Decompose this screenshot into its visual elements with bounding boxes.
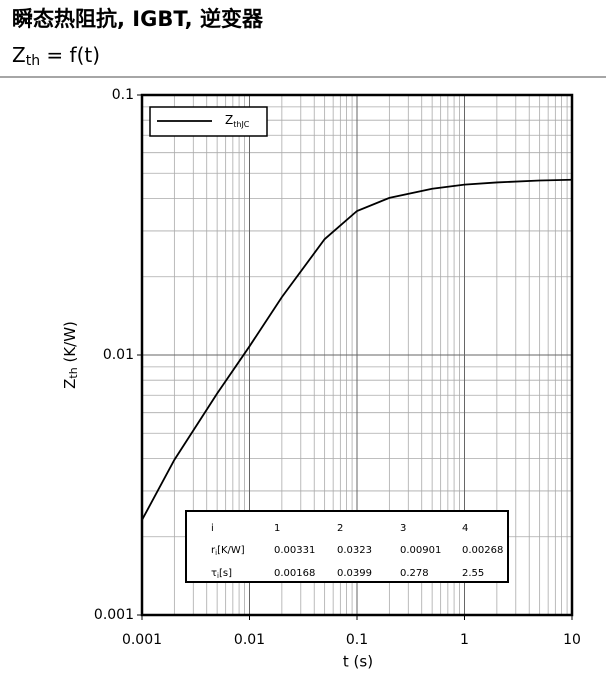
ylabel-main: Z [61, 379, 79, 389]
y-tick-label: 0.01 [103, 347, 134, 363]
table-header: 1 [274, 523, 280, 534]
table-cell: 2.55 [462, 568, 484, 579]
row-label-rest: [K/W] [217, 545, 245, 556]
y-axis-label: Zth (K/W) [61, 321, 81, 389]
table-cell: 0.00168 [274, 568, 315, 579]
x-tick-label: 1 [460, 632, 469, 648]
row-label-main: τ [211, 568, 217, 579]
ylabel-rest: (K/W) [61, 321, 79, 367]
chart-title: 瞬态热阻抗, IGBT, 逆变器 [12, 7, 264, 31]
subtitle-sub: th [26, 53, 40, 69]
x-axis-label: t (s) [343, 653, 373, 671]
table-cell: 0.0399 [337, 568, 372, 579]
x-tick-label: 0.1 [346, 632, 368, 648]
table-header: 4 [462, 523, 468, 534]
y-tick-label: 0.1 [112, 87, 134, 103]
row-label-rest: [s] [219, 568, 232, 579]
table-row-label: τi[s] [211, 568, 232, 580]
ylabel-sub: th [67, 367, 80, 378]
legend-label: ZthJC [225, 113, 250, 129]
row-label-sub: i [215, 549, 217, 557]
table-cell: 0.00331 [274, 545, 315, 556]
x-tick-label: 0.01 [234, 632, 265, 648]
table-cell: 0.00268 [462, 545, 503, 556]
y-tick-label: 0.001 [94, 607, 134, 623]
x-tick-label: 0.001 [122, 632, 162, 648]
legend-main: Z [225, 113, 233, 127]
row-label-main: r [211, 545, 216, 556]
subtitle-main: Z [12, 43, 26, 67]
table-cell: 0.0323 [337, 545, 372, 556]
table-header: 3 [400, 523, 406, 534]
row-label-sub: i [217, 572, 219, 580]
table-cell: 0.00901 [400, 545, 441, 556]
plot-border [140, 93, 574, 617]
table-header: 2 [337, 523, 343, 534]
table-cell: 0.278 [400, 568, 429, 579]
legend-sub: thJC [233, 120, 250, 129]
subtitle-rest: = f(t) [40, 43, 100, 67]
table-header: i [211, 523, 214, 534]
table-row-label: ri[K/W] [211, 545, 245, 557]
data-line [141, 178, 573, 521]
table-box [185, 510, 509, 583]
x-tick-label: 10 [563, 632, 581, 648]
chart-subtitle: Zth = f(t) [12, 43, 100, 70]
